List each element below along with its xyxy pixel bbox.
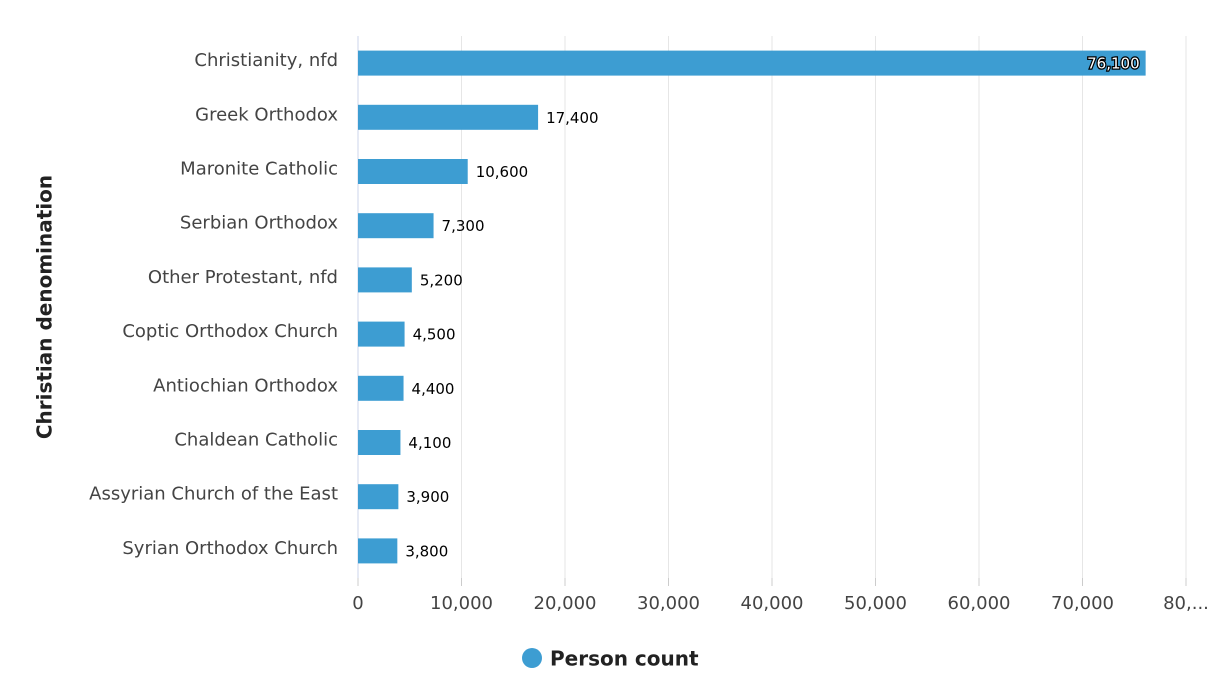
x-tick-label: 50,000: [844, 593, 907, 614]
bar: [358, 430, 401, 455]
x-tick-label: 0: [352, 593, 363, 614]
value-label: 3,800: [405, 542, 448, 560]
legend-label: Person count: [550, 647, 699, 671]
y-tick-label: Assyrian Church of the East: [89, 484, 338, 505]
y-tick-label: Greek Orthodox: [195, 104, 338, 125]
bar: [358, 267, 412, 293]
y-tick-label: Serbian Orthodox: [180, 213, 338, 234]
value-label: 4,400: [412, 380, 455, 398]
value-label: 76,100: [1087, 55, 1140, 73]
value-label: 4,100: [408, 434, 451, 452]
bar: [358, 213, 434, 239]
bar: [358, 159, 468, 184]
legend-marker: [522, 648, 542, 668]
x-tick-label: 30,000: [637, 593, 700, 614]
value-label: 7,300: [442, 217, 485, 235]
value-label: 10,600: [476, 163, 528, 181]
y-tick-label: Chaldean Catholic: [174, 430, 338, 451]
x-tick-label: 70,000: [1051, 593, 1114, 614]
bar: [358, 50, 1146, 76]
y-tick-label: Coptic Orthodox Church: [122, 321, 338, 342]
bar: [358, 484, 399, 510]
value-label: 3,900: [406, 488, 449, 506]
bar: [358, 104, 539, 130]
x-tick-label: 80,...: [1163, 593, 1209, 614]
bar: [358, 538, 398, 564]
x-tick-label: 20,000: [534, 593, 597, 614]
y-tick-label: Antiochian Orthodox: [153, 375, 338, 396]
value-label: 4,500: [413, 326, 456, 344]
y-tick-label: Other Protestant, nfd: [148, 267, 338, 288]
bar: [358, 375, 404, 401]
x-tick-label: 40,000: [741, 593, 804, 614]
y-axis-title: Christian denomination: [33, 175, 57, 439]
x-tick-label: 10,000: [430, 593, 493, 614]
y-tick-label: Maronite Catholic: [180, 159, 338, 180]
y-tick-label: Syrian Orthodox Church: [122, 538, 338, 559]
value-label: 17,400: [546, 109, 599, 127]
x-tick-label: 60,000: [948, 593, 1011, 614]
y-tick-label: Christianity, nfd: [194, 50, 338, 71]
bar: [358, 321, 405, 347]
value-label: 5,200: [420, 271, 463, 289]
